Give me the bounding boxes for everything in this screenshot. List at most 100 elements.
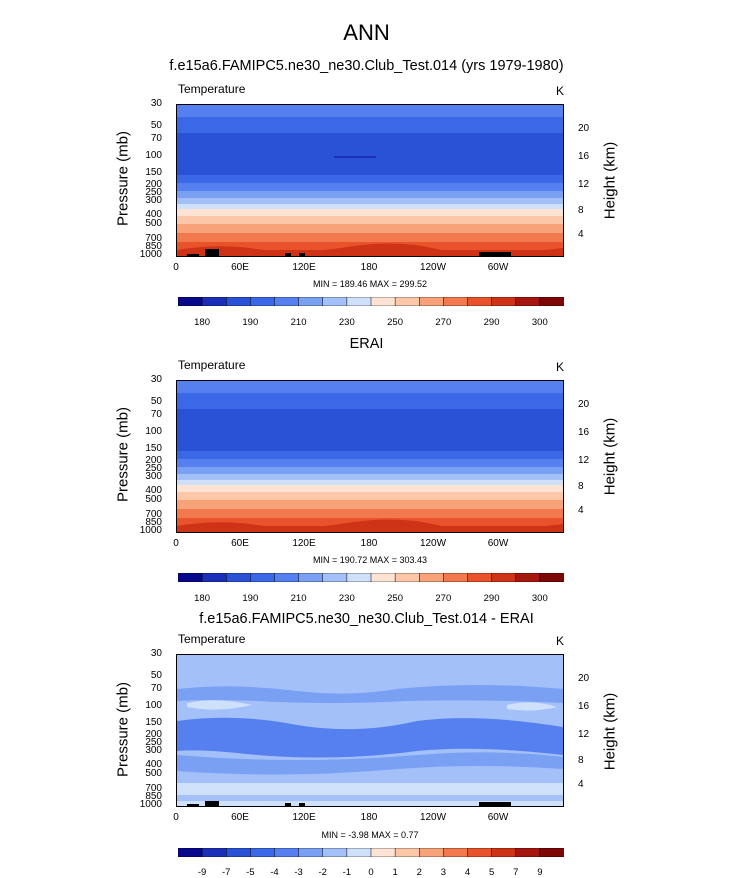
panel-3-plot (176, 654, 564, 807)
band-3 (177, 191, 563, 198)
lon-tick: 60W (487, 262, 509, 273)
colorbar-swatch (346, 573, 372, 582)
topography-5 (479, 252, 511, 256)
colorbar-tick: 250 (387, 593, 403, 604)
colorbar-swatch (443, 573, 469, 582)
panel-2-y2label: Height (km) (601, 417, 619, 496)
pressure-tick: 500 (145, 768, 162, 779)
lon-tick: 180 (360, 262, 378, 273)
cold-core (334, 156, 376, 158)
lon-tick: 0 (173, 538, 179, 549)
pressure-tick: 500 (145, 494, 162, 505)
panel-1-colorbar (178, 297, 564, 306)
colorbar-tick: 250 (387, 317, 403, 328)
colorbar-swatch (515, 297, 541, 306)
colorbar-swatch (467, 297, 493, 306)
panel-3-y2label: Height (km) (601, 692, 619, 771)
topography-4 (299, 253, 305, 256)
panel-2-colorbar (178, 573, 564, 582)
colorbar-tick: 210 (290, 317, 307, 328)
pressure-tick: 50 (150, 396, 162, 407)
band-8 (177, 224, 563, 233)
band-8 (177, 500, 563, 509)
colorbar-swatch (539, 297, 564, 306)
band-top (177, 381, 563, 393)
pressure-tick: 50 (150, 670, 162, 681)
height-tick: 12 (578, 729, 590, 740)
band-upper (177, 117, 563, 133)
band-5 (177, 480, 563, 485)
lon-tick: 120W (419, 262, 447, 273)
band-6 (177, 209, 563, 216)
panel-3-variable: Temperature (178, 632, 246, 646)
pressure-tick: 300 (145, 745, 162, 756)
colorbar-swatch (394, 297, 420, 306)
height-tick: 12 (578, 179, 590, 190)
band-5 (177, 204, 563, 209)
colorbar-swatch (201, 848, 227, 857)
pressure-tick: 70 (150, 683, 162, 694)
colorbar-swatch (322, 573, 348, 582)
pressure-tick: 1000 (139, 249, 162, 260)
lon-tick: 180 (360, 812, 378, 823)
panel-1-variable: Temperature (178, 82, 246, 96)
panel-1-plot (176, 104, 564, 257)
colorbar-swatch (539, 573, 564, 582)
lon-tick: 180 (360, 538, 378, 549)
band-upper (177, 393, 563, 409)
height-tick: 8 (578, 205, 584, 216)
band-2 (177, 183, 563, 191)
height-tick: 12 (578, 455, 590, 466)
pressure-tick: 70 (150, 409, 162, 420)
pressure-tick: 1000 (139, 525, 162, 536)
band-6 (177, 485, 563, 492)
band-1 (177, 451, 563, 459)
colorbar-swatch (274, 573, 300, 582)
band-2 (177, 459, 563, 467)
panel-2-minmax: MIN = 190.72 MAX = 303.43 (312, 555, 428, 565)
colorbar-tick: 180 (194, 317, 210, 328)
pressure-tick: 300 (145, 195, 162, 206)
topography-3 (285, 253, 291, 256)
colorbar-swatch (491, 573, 517, 582)
height-tick: 4 (578, 779, 584, 790)
band-1 (177, 175, 563, 183)
colorbar-swatch (226, 848, 252, 857)
pressure-tick: 1000 (139, 799, 162, 810)
pressure-tick: 400 (145, 759, 162, 770)
colorbar-swatch (274, 297, 300, 306)
height-tick: 8 (578, 755, 584, 766)
pressure-tick: 30 (150, 648, 162, 659)
colorbar-swatch (274, 848, 300, 857)
colorbar-swatch (322, 848, 348, 857)
pressure-tick: 500 (145, 218, 162, 229)
colorbar-swatch (250, 297, 276, 306)
pressure-tick: 150 (145, 167, 162, 178)
pressure-tick: 200 (145, 455, 162, 466)
colorbar-swatch (370, 297, 396, 306)
colorbar-swatch (467, 848, 493, 857)
colorbar-tick: 210 (290, 593, 307, 604)
colorbar-swatch (346, 297, 372, 306)
diff-band-c (177, 752, 563, 775)
panel-3-unit: K (556, 634, 565, 648)
surface-band (177, 519, 563, 532)
colorbar-swatch (201, 297, 227, 306)
colorbar-swatch (250, 848, 276, 857)
pressure-tick: 100 (145, 150, 162, 161)
lon-tick: 60W (487, 812, 509, 823)
lon-tick: 120W (419, 812, 447, 823)
lon-tick: 0 (173, 812, 179, 823)
colorbar-tick: 300 (531, 317, 548, 328)
band-4 (177, 474, 563, 480)
band-3 (177, 467, 563, 474)
height-tick: 20 (578, 123, 590, 134)
panel-1-title: f.e15a6.FAMIPC5.ne30_ne30.Club_Test.014 … (169, 58, 564, 74)
pressure-tick: 700 (145, 233, 162, 244)
panel-3-ylabel: Pressure (mb) (114, 681, 132, 778)
pressure-tick: 400 (145, 485, 162, 496)
band-tropopause (177, 133, 563, 175)
colorbar-tick: 9 (537, 867, 543, 878)
panel-1-unit: K (556, 84, 565, 98)
colorbar-swatch (178, 297, 203, 306)
